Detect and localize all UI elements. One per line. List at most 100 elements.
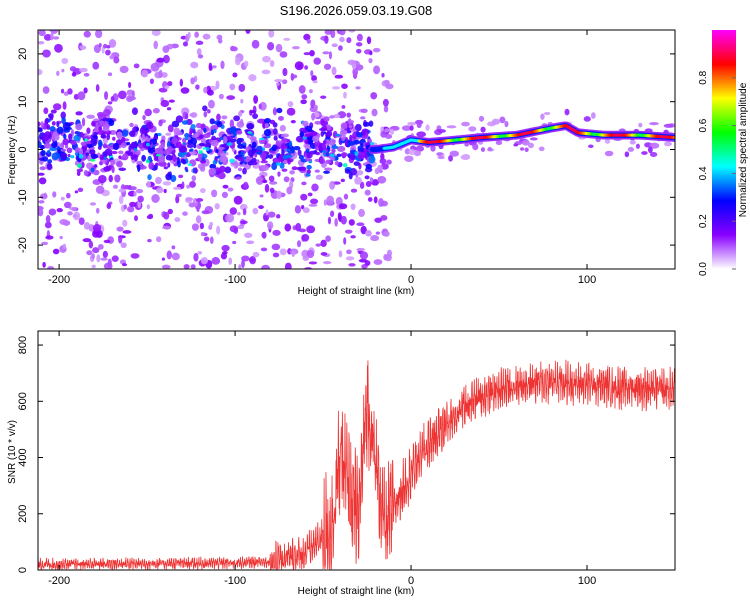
spectrogram-cell [213, 128, 217, 134]
spectrogram-cell [180, 87, 190, 94]
spectrogram-cell [38, 200, 45, 204]
spectrogram-cell [183, 264, 190, 269]
spectrogram-cell [123, 204, 127, 210]
spectrogram-cell [67, 154, 71, 158]
spectrogram-cell [114, 174, 121, 183]
spectrogram-cell [348, 263, 356, 267]
spectrogram-cell [229, 207, 238, 215]
spectrogram-cell [446, 125, 457, 129]
spectrogram-cell [241, 259, 245, 268]
spectrogram-cell [89, 202, 97, 206]
spectrogram-cell [96, 111, 105, 118]
spectrogram-cell [98, 174, 107, 184]
spectrogram-cell [377, 164, 384, 171]
spectrogram-cell [209, 236, 214, 244]
spectrogram-cell [302, 120, 309, 127]
spectrogram-cell [356, 247, 366, 252]
spectrogram-cell [211, 189, 218, 198]
spectrogram-cell [276, 190, 282, 200]
spectrogram-cell [102, 126, 110, 132]
spectrogram-cell [232, 72, 238, 78]
spectrogram-cell [201, 210, 210, 215]
spectrogram-cell [364, 260, 371, 266]
spectrogram-cell [126, 141, 131, 146]
spectrogram-cell [238, 111, 243, 117]
spectrogram-cell [186, 184, 191, 189]
spectrogram-cell [604, 139, 611, 144]
spectrogram-cell [233, 115, 241, 122]
spectrogram-cell [207, 89, 214, 96]
spectrogram-cell [349, 134, 353, 142]
spectrogram-cell [247, 149, 255, 157]
spectrogram-cell [334, 161, 339, 166]
spectrogram-cell [216, 121, 223, 128]
spectrogram-cell [291, 166, 298, 171]
spectrogram-cell [68, 133, 73, 141]
y-tick-label: 0 [17, 567, 29, 573]
colorbar-tick-label: 0.8 [698, 70, 709, 84]
spectrogram-cell [341, 105, 346, 109]
spectrogram-cell [184, 113, 189, 120]
spectrogram-cell [367, 139, 373, 143]
spectrogram-cell [214, 203, 220, 210]
spectrogram-cell [38, 177, 47, 185]
spectrogram-cell [84, 137, 88, 142]
spectrogram-cell [203, 127, 207, 134]
spectrogram-cell [262, 179, 268, 184]
spectrogram-cell [351, 63, 357, 70]
spectrogram-cell [149, 78, 154, 85]
spectrogram-cell [162, 45, 170, 53]
spectrogram-cell [175, 193, 182, 198]
spectrogram-cell [121, 263, 128, 267]
spectrogram-cell [348, 30, 356, 33]
spectrogram-cell [298, 228, 307, 233]
spectrogram-cell [47, 149, 51, 155]
spectrogram-cell [487, 146, 493, 152]
spectrogram-cell [92, 134, 98, 139]
spectrogram-cell [216, 225, 221, 235]
spectrogram-cell [221, 244, 230, 252]
spectrogram-cell [273, 135, 278, 141]
spectrogram-cell [56, 208, 63, 213]
spectrogram-cell [189, 181, 197, 188]
spectrogram-cell [280, 143, 287, 150]
spectrogram-cell [56, 70, 60, 77]
spectrogram-cell [365, 229, 372, 237]
spectrogram-cell [95, 207, 100, 214]
spectrogram-cell [358, 208, 365, 218]
spectrogram-cell [236, 130, 243, 135]
spectrogram-cell [322, 51, 330, 55]
spectrogram-cell [218, 93, 224, 100]
spectrogram-cell [41, 241, 49, 246]
spectrogram-cell [182, 41, 188, 47]
spectrogram-cell [166, 250, 173, 260]
spectrogram-cell [105, 49, 111, 56]
spectrogram-cell [326, 124, 331, 131]
spectrogram-cell [323, 116, 330, 122]
spectrogram-cell [41, 156, 49, 162]
spectrogram-cell [294, 61, 304, 71]
spectrogram-cell [167, 208, 173, 215]
spectrogram-cell [198, 142, 205, 147]
spectrogram-cell [150, 148, 156, 153]
spectrogram-cell [190, 112, 198, 118]
spectrogram-cell [112, 142, 120, 151]
spectrogram-cell [664, 141, 672, 147]
spectrogram-cell [283, 176, 290, 183]
spectrogram-cell [219, 136, 224, 141]
spectrogram-cell [45, 215, 51, 224]
spectrogram-cell [373, 65, 381, 75]
spectrogram-cell [134, 215, 138, 222]
spectrogram-cell [67, 88, 73, 95]
spectrogram-cell [477, 141, 484, 145]
y-tick-label: 200 [17, 505, 29, 523]
spectrogram-cell [155, 162, 159, 168]
spectrogram-cell [200, 188, 206, 194]
spectrogram-cell [262, 55, 271, 63]
spectrogram-cell [113, 56, 120, 64]
spectrogram-cell [65, 192, 71, 199]
spectrogram-cell [284, 223, 292, 232]
spectrogram-cell [341, 83, 348, 89]
spectrogram-cell [308, 203, 318, 207]
spectrogram-x-label: Height of straight line (km) [298, 286, 415, 297]
